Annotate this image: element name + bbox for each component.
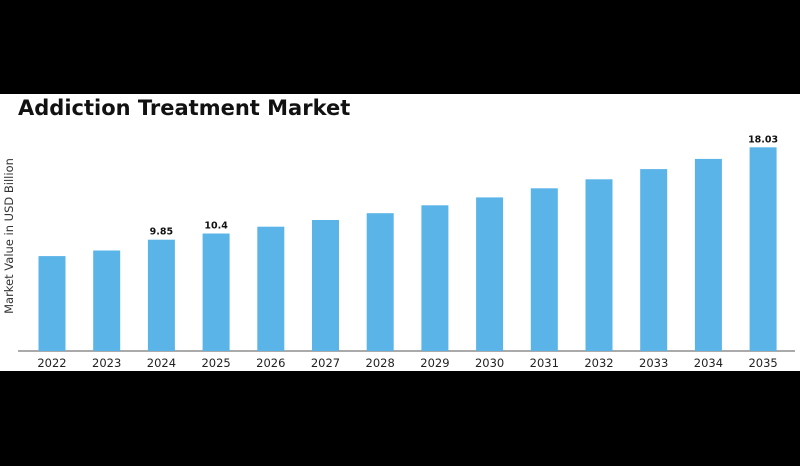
x-tick-label-2028: 2028 [366, 356, 395, 370]
bar-2033 [640, 169, 668, 351]
y-axis-label: Market Value in USD Billion [2, 158, 16, 314]
bar-2025 [202, 233, 230, 351]
bar-2029 [421, 205, 449, 351]
bar-2031 [530, 188, 558, 351]
bar-2023 [93, 250, 121, 351]
x-tick-label-2026: 2026 [256, 356, 285, 370]
bar-2024 [147, 239, 175, 351]
bar-2034 [694, 158, 722, 351]
x-tick-label-2031: 2031 [530, 356, 559, 370]
x-tick-label-2034: 2034 [694, 356, 723, 370]
data-label-2035: 18.03 [748, 134, 778, 145]
bar-2032 [585, 179, 613, 351]
bar-chart: Market Value in USD Billion 2022 2023 2024… [2, 134, 795, 370]
x-tick-label-2035: 2035 [748, 356, 777, 370]
x-tick-label-2023: 2023 [92, 356, 121, 370]
x-tick-label-2030: 2030 [475, 356, 504, 370]
bar-2022 [38, 256, 66, 351]
x-tick-label-2025: 2025 [201, 356, 230, 370]
x-tick-label-2029: 2029 [420, 356, 449, 370]
x-tick-label-2027: 2027 [311, 356, 340, 370]
x-tick-label-2032: 2032 [584, 356, 613, 370]
data-labels: 9.85 10.4 18.03 [150, 134, 778, 237]
bar-2035 [749, 147, 777, 351]
x-tick-label-2024: 2024 [147, 356, 176, 370]
bar-2028 [366, 213, 394, 351]
data-label-2025: 10.4 [204, 221, 228, 232]
x-tick-label-2022: 2022 [37, 356, 66, 370]
x-tick-labels: 2022 2023 2024 2025 2026 2027 2028 2029 2030 2031… [37, 356, 777, 370]
bar-2030 [476, 197, 504, 351]
chart-panel: Addiction Treatment Market Market Value … [0, 94, 800, 371]
x-tick-label-2033: 2033 [639, 356, 668, 370]
chart-title: Addiction Treatment Market [18, 96, 351, 120]
bars-group [38, 147, 777, 351]
bar-2026 [257, 226, 285, 351]
data-label-2024: 9.85 [150, 227, 173, 238]
bar-2027 [312, 220, 339, 351]
